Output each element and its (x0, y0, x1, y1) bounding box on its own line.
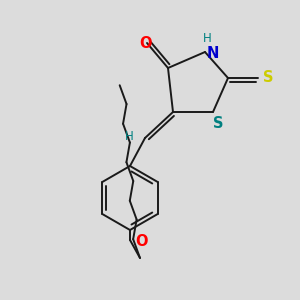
Text: S: S (213, 116, 223, 131)
Text: N: N (207, 46, 219, 62)
Text: H: H (202, 32, 211, 44)
Text: O: O (139, 35, 151, 50)
Text: O: O (136, 235, 148, 250)
Text: H: H (124, 130, 134, 142)
Text: S: S (263, 70, 273, 86)
